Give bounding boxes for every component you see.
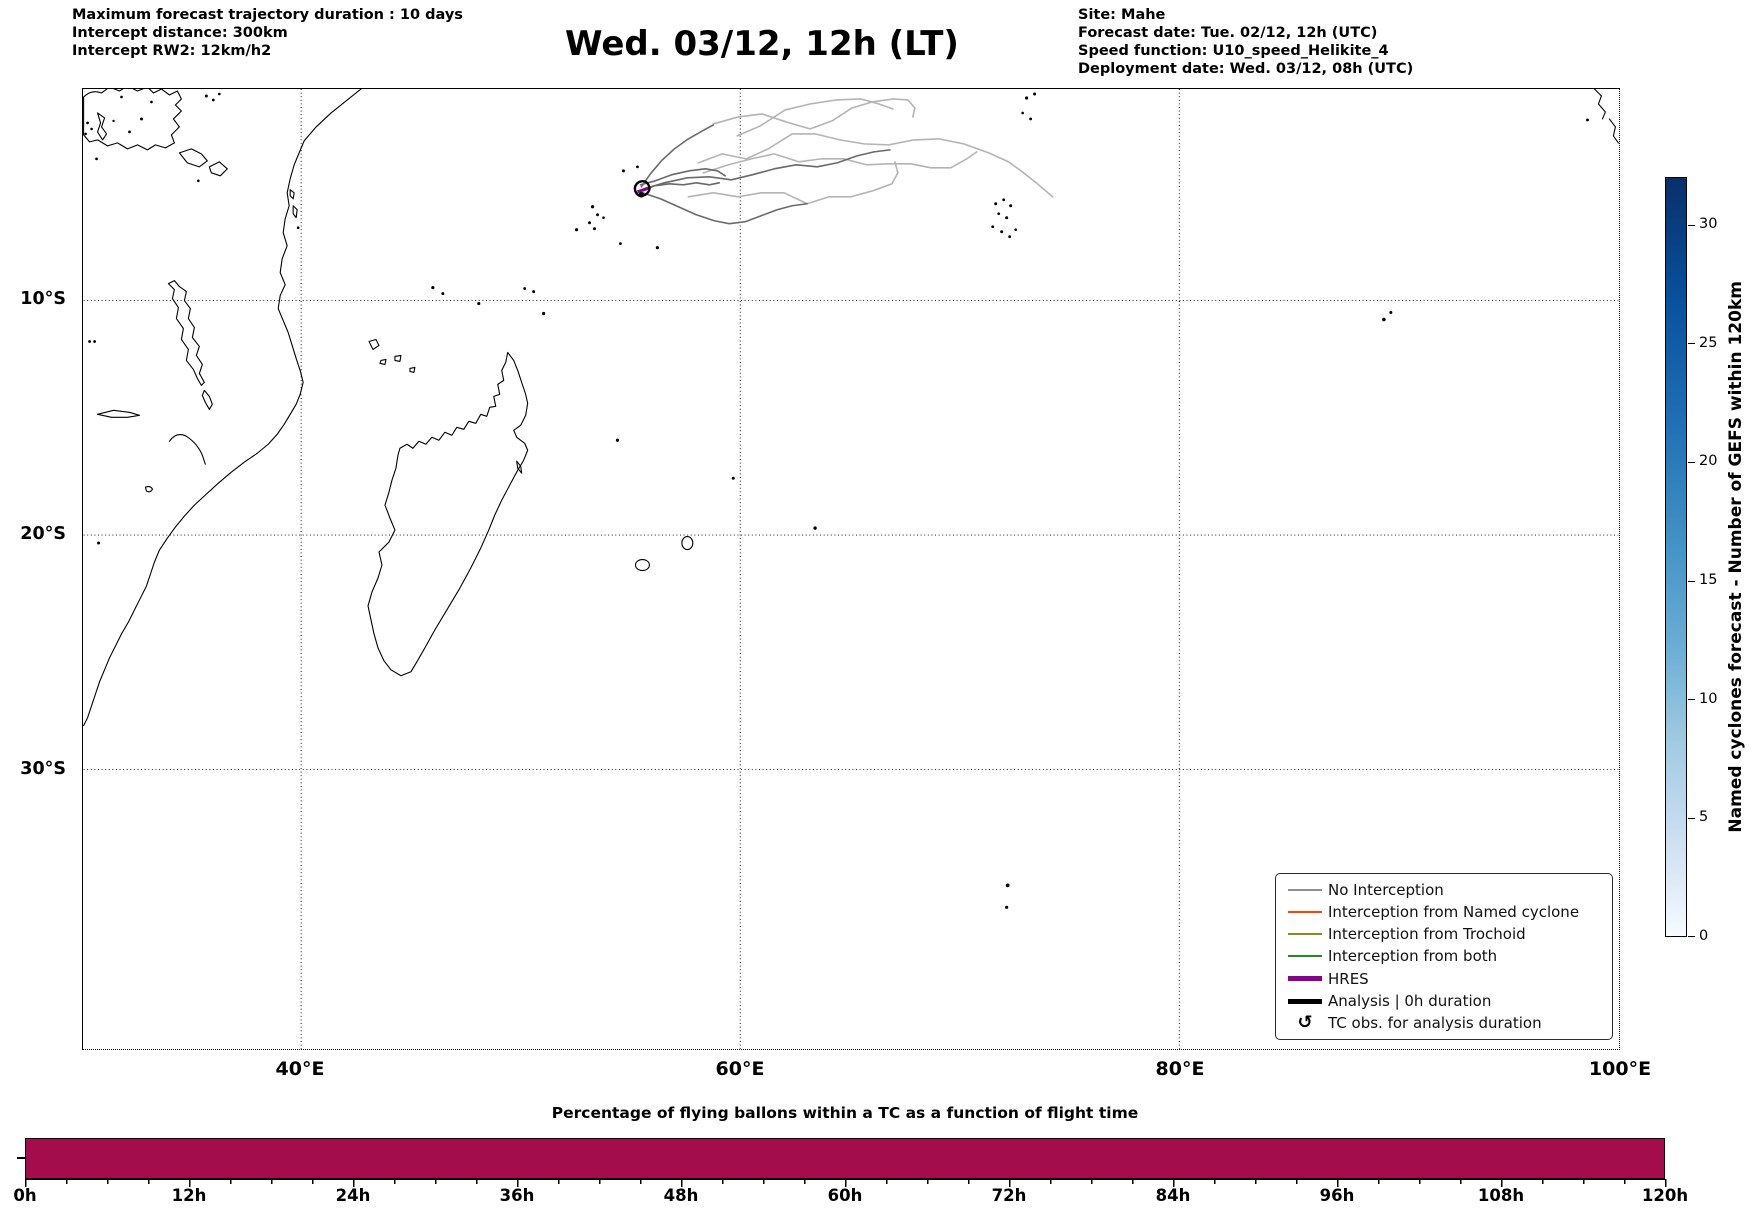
colorbar-ticklabel-30: 30 <box>1699 216 1718 232</box>
lake-mweru <box>97 409 141 418</box>
colorbar-ticklabel-10: 10 <box>1699 691 1718 707</box>
hres-track <box>636 186 650 194</box>
map-panel <box>82 88 1620 1050</box>
olive-line-icon <box>1282 933 1328 936</box>
colorbar-ticklabel-20: 20 <box>1699 453 1718 469</box>
coastlines <box>83 89 1619 727</box>
header-left-block: Maximum forecast trajectory duration : 1… <box>72 6 463 60</box>
time-tick-24h: 24h <box>335 1186 371 1205</box>
lake-victoria <box>83 89 182 151</box>
map-canvas <box>83 89 1619 1049</box>
africa-coastline <box>83 89 362 727</box>
lake-rukwa <box>201 389 213 410</box>
reunion-island <box>634 558 650 572</box>
time-tick-60h: 60h <box>827 1186 863 1205</box>
time-tick-72h: 72h <box>991 1186 1027 1205</box>
time-tick-120h: 120h <box>1641 1186 1689 1205</box>
trajectories-dark-gray <box>639 124 891 225</box>
lon-tick-60e: 60°E <box>715 1058 765 1080</box>
time-tick-0h: 0h <box>13 1186 37 1205</box>
lake-malawi <box>168 434 206 465</box>
map-gridlines <box>83 89 1619 1049</box>
lat-tick-30s: 30°S <box>20 759 66 779</box>
legend-item-analysis: Analysis | 0h duration <box>1282 991 1604 1012</box>
colorbar-ticklabel-25: 25 <box>1699 335 1718 351</box>
black-thick-line-icon <box>1282 998 1328 1004</box>
page-title: Wed. 03/12, 12h (LT) <box>565 24 959 64</box>
time-tick-96h: 96h <box>1319 1186 1355 1205</box>
map-legend: No Interception Interception from Named … <box>1275 873 1613 1040</box>
time-tick-36h: 36h <box>499 1186 535 1205</box>
zanzibar-islands <box>289 189 298 219</box>
legend-item-tc-obs: ↺ TC obs. for analysis duration <box>1282 1013 1604 1034</box>
time-tick-108h: 108h <box>1477 1186 1525 1205</box>
small-lakes <box>97 112 228 177</box>
colorbar <box>1665 177 1687 937</box>
legend-item-no-interception: No Interception <box>1282 879 1604 900</box>
intercept-distance-text: Intercept distance: 300km <box>72 25 288 41</box>
time-tick-12h: 12h <box>171 1186 207 1205</box>
colorbar-label: Named cyclones forecast - Number of GEFS… <box>1726 281 1746 833</box>
colorbar-ticklabel-0: 0 <box>1699 928 1709 944</box>
lake-chilwa <box>144 485 154 493</box>
orange-line-icon <box>1282 910 1328 913</box>
intercept-rw2-text: Intercept RW2: 12km/h2 <box>72 43 272 59</box>
bottom-chart-major-ticks <box>25 1179 1667 1187</box>
mauritius-island <box>681 536 694 551</box>
colorbar-tick-15 <box>1688 580 1695 582</box>
island-dots <box>84 92 1589 909</box>
madagascar-coastline <box>367 351 529 677</box>
header-right-block: Site: Mahe Forecast date: Tue. 02/12, 12… <box>1078 6 1413 78</box>
colorbar-tick-25 <box>1688 343 1695 345</box>
site-text: Site: Mahe <box>1078 7 1166 23</box>
lon-tick-80e: 80°E <box>1155 1058 1205 1080</box>
legend-item-trochoid: Interception from Trochoid <box>1282 924 1604 945</box>
colorbar-ticklabel-5: 5 <box>1699 809 1709 825</box>
speed-function-text: Speed function: U10_speed_Helikite_4 <box>1078 43 1389 59</box>
max-duration-text: Maximum forecast trajectory duration : 1… <box>72 7 463 23</box>
colorbar-tick-10 <box>1688 699 1695 701</box>
lat-tick-20s: 20°S <box>20 524 66 544</box>
deployment-date-text: Deployment date: Wed. 03/12, 08h (UTC) <box>1078 61 1414 77</box>
lat-tick-10s: 10°S <box>20 289 66 309</box>
deployment-site-marker <box>638 191 645 198</box>
legend-item-named-cyclone: Interception from Named cyclone <box>1282 901 1604 922</box>
trajectories-light-gray <box>687 98 1054 205</box>
purple-thick-line-icon <box>1282 976 1328 982</box>
legend-item-both: Interception from both <box>1282 946 1604 967</box>
colorbar-tick-20 <box>1688 461 1695 463</box>
analysis-track <box>633 179 651 198</box>
colorbar-ticklabel-15: 15 <box>1699 572 1718 588</box>
time-tick-84h: 84h <box>1155 1186 1191 1205</box>
lake-tanganyika <box>167 280 205 386</box>
colorbar-tick-30 <box>1688 224 1695 226</box>
launch-point-mahe <box>633 179 651 198</box>
lon-tick-40e: 40°E <box>275 1058 325 1080</box>
comoros-islands <box>368 338 416 373</box>
colorbar-tick-0 <box>1688 936 1695 938</box>
gray-line-icon <box>1282 888 1328 891</box>
time-tick-48h: 48h <box>663 1186 699 1205</box>
sainte-marie-island <box>516 460 523 474</box>
flying-balloons-bar <box>25 1138 1665 1179</box>
sumatra-fragment <box>1593 89 1619 144</box>
bottom-chart-ytick <box>17 1157 25 1159</box>
colorbar-label-box: Named cyclones forecast - Number of GEFS… <box>1716 177 1752 937</box>
forecast-date-text: Forecast date: Tue. 02/12, 12h (UTC) <box>1078 25 1378 41</box>
colorbar-tick-5 <box>1688 817 1695 819</box>
legend-item-hres: HRES <box>1282 968 1604 989</box>
bottom-chart-title: Percentage of flying ballons within a TC… <box>551 1104 1139 1122</box>
rotate-arrow-icon: ↺ <box>1297 1012 1313 1034</box>
lon-tick-100e: 100°E <box>1588 1058 1652 1080</box>
green-line-icon <box>1282 955 1328 958</box>
